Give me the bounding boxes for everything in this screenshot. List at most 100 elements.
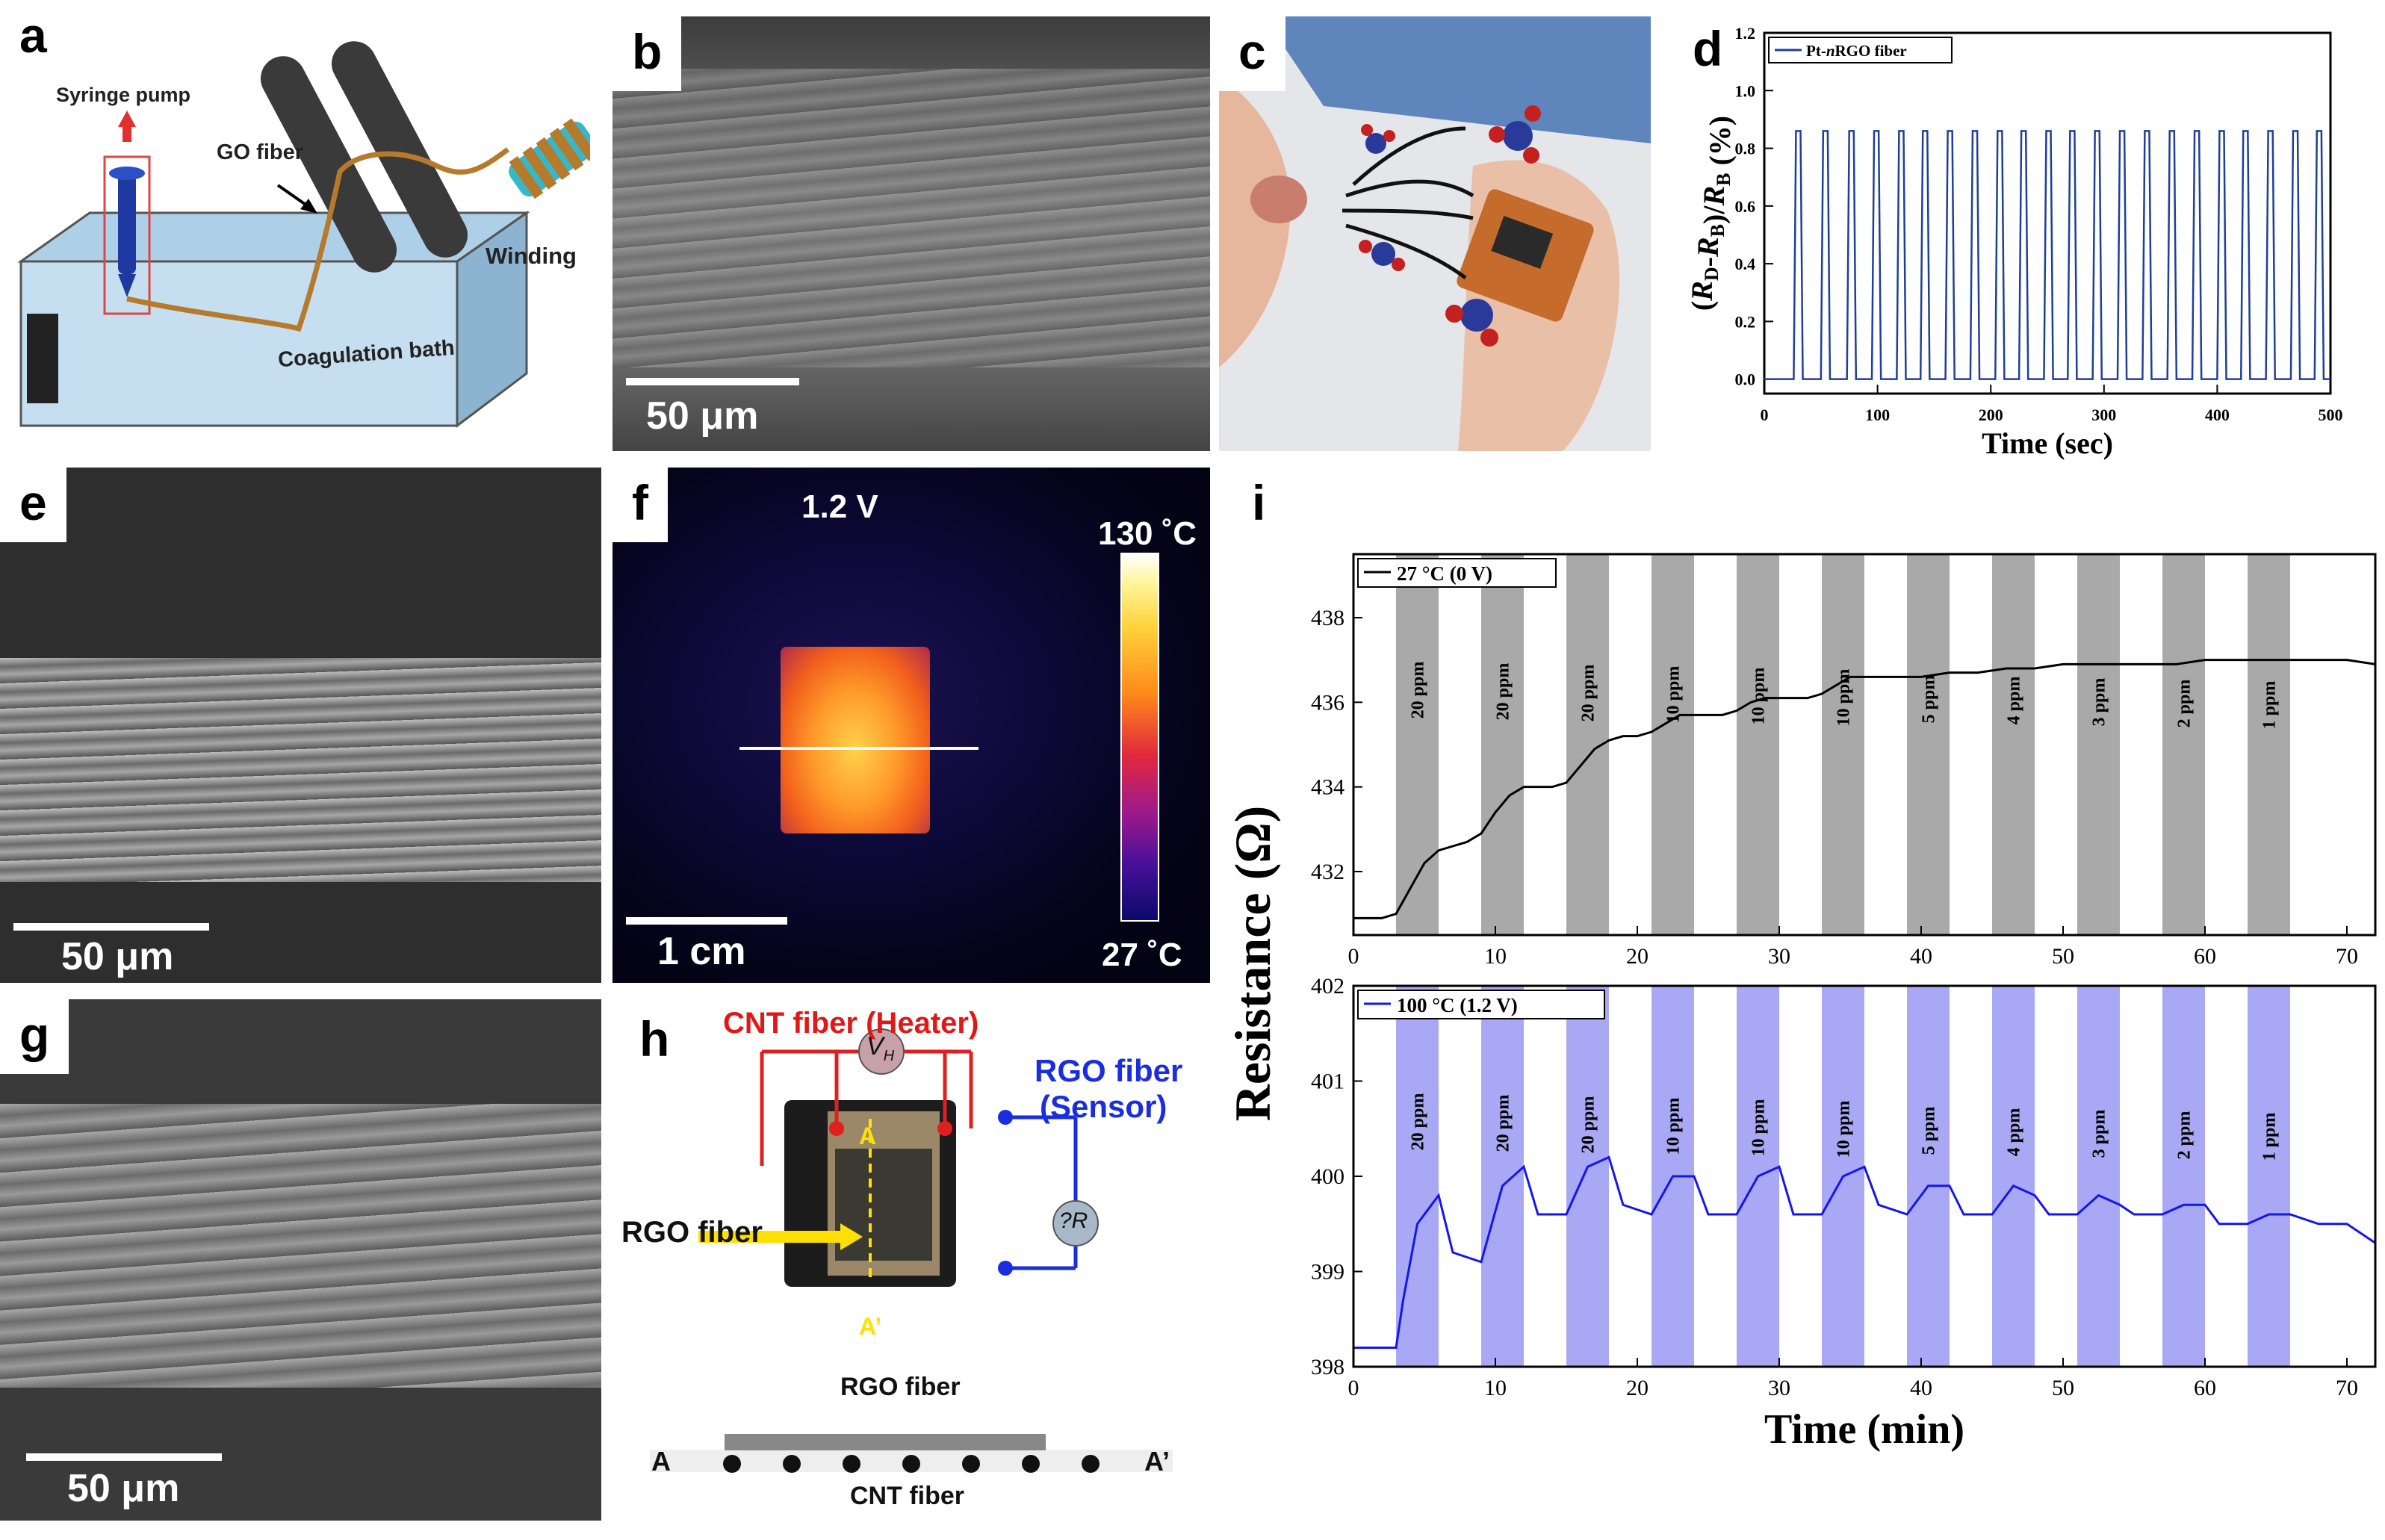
sem-fiber-image	[0, 1104, 601, 1388]
sensor-label-line2: (Sensor)	[1040, 1089, 1167, 1124]
sensor-device-schematic	[650, 1028, 1173, 1473]
x-tick-label: 40	[1910, 944, 1932, 969]
voltage-label: 1.2 V	[801, 488, 878, 525]
x-tick-label: 200	[1979, 406, 2003, 424]
exposure-band	[1396, 554, 1439, 935]
heater-label: CNT fiber (Heater)	[723, 1007, 979, 1040]
y-tick-label: 402	[1311, 974, 1345, 999]
x-tick-label: 500	[2319, 406, 2343, 424]
rgo-bar-label: RGO fiber	[840, 1373, 961, 1401]
y-tick-label: 436	[1311, 690, 1345, 715]
legend-label: Pt-nRGO fiber	[1806, 42, 1907, 60]
wet-spinning-schematic	[17, 41, 590, 429]
exposure-band	[1907, 554, 1950, 935]
band-label: 20 ppm	[1579, 665, 1598, 722]
band-label: 10 ppm	[1749, 668, 1769, 725]
exposure-band	[1737, 554, 1779, 935]
cross-section-right: A’	[1144, 1446, 1170, 1477]
temp-min-label: 27 ˚C	[1102, 937, 1182, 973]
y-tick-label: 0.6	[1735, 197, 1756, 216]
panel-c: c	[1219, 16, 1651, 451]
scale-bar	[626, 378, 799, 385]
panel-h: h CNT fiber (Heater) VH RGO fiber (Senso…	[612, 999, 1210, 1521]
y-axis-label: Resistance (Ω)	[1225, 806, 1281, 1122]
plot-frame	[1352, 553, 2377, 937]
exposure-band	[1992, 986, 2035, 1367]
y-axis-label: (RD-RB)/RB (%)	[1685, 116, 1737, 311]
chart-d: 0 100 200 300 400 500 0.0 0.2 0.4 0.6 0.8 1.0 1.2 Pt-…	[1685, 24, 2343, 460]
scale-bar	[26, 1453, 222, 1461]
panel-i: 20 ppm 20 ppm 20 ppm 10 ppm 10 ppm 10 ppm 5 pp…	[1225, 478, 2385, 1540]
delta-r-label: ?R	[1059, 1208, 1088, 1233]
exposure-band	[1651, 554, 1694, 935]
band-label: 20 ppm	[1579, 1096, 1598, 1154]
panel-label-h: h	[612, 999, 697, 1078]
band-label: 4 ppm	[2005, 1108, 2024, 1157]
vh-subscript: H	[883, 1047, 895, 1064]
x-tick-label: 400	[2205, 406, 2230, 424]
chart-i: 20 ppm 20 ppm 20 ppm 10 ppm 10 ppm 10 ppm 5 pp…	[1225, 553, 2377, 1453]
band-label: 10 ppm	[1664, 666, 1684, 724]
panel-label-e: e	[0, 468, 66, 542]
line-profile	[739, 747, 978, 750]
exposure-band	[2162, 986, 2205, 1367]
y-tick-label: 434	[1311, 775, 1345, 800]
panel-label-f: f	[612, 468, 668, 542]
exposure-band	[2248, 554, 2290, 935]
exposure-band	[2077, 986, 2120, 1367]
series-line-pt-nrgo	[1764, 130, 2330, 380]
scale-bar	[626, 917, 787, 925]
breath-test-photo	[1219, 16, 1651, 451]
y-tick-label: 432	[1311, 860, 1345, 884]
x-tick-label: 300	[2091, 406, 2116, 424]
y-tick-label: 438	[1311, 606, 1345, 630]
section-mark-top: A	[859, 1123, 877, 1149]
series-line	[1353, 659, 2376, 919]
band-label: 4 ppm	[2005, 677, 2024, 725]
band-label: 20 ppm	[1494, 1095, 1513, 1152]
x-axis-label: Time (sec)	[1982, 426, 2113, 460]
panel-label-a: a	[0, 0, 66, 75]
x-tick-label: 10	[1484, 944, 1507, 969]
exposure-band	[1822, 554, 1864, 935]
scale-bar-label: 50 μm	[61, 935, 174, 978]
sem-fiber-image	[612, 69, 1210, 367]
heater-voltage-label: VH	[866, 1032, 894, 1065]
sensor-label-line1: RGO fiber	[1035, 1053, 1183, 1088]
x-tick-label: 0	[1348, 944, 1359, 969]
panel-label-c: c	[1219, 16, 1285, 91]
exposure-band	[2162, 554, 2205, 935]
vh-symbol: V	[866, 1032, 884, 1061]
legend-box	[1357, 558, 1557, 588]
panel-b: b 50 μm	[612, 16, 1210, 451]
x-tick-label: 0	[1761, 406, 1769, 424]
band-label: 5 ppm	[1920, 1107, 1939, 1155]
x-tick-label: 50	[2052, 944, 2074, 969]
thermal-hotspot	[781, 647, 930, 833]
x-tick-label: 20	[1626, 1376, 1649, 1400]
panel-a: a Syringe pump GO fiber Winding Coagulat…	[0, 0, 590, 451]
band-label: 10 ppm	[1749, 1099, 1769, 1157]
band-label: 3 ppm	[2090, 1110, 2109, 1158]
y-tick-label: 0.4	[1735, 255, 1756, 273]
y-tick-label: 1.2	[1735, 24, 1756, 43]
panel-d: 0 100 200 300 400 500 0.0 0.2 0.4 0.6 0.8 1.0 1.2 Pt-…	[1660, 16, 2385, 465]
panel-f: f 1.2 V 130 ˚C 27 ˚C 1 cm	[612, 468, 1210, 983]
band-label: 3 ppm	[2090, 678, 2109, 727]
legend-label: 27 °C (0 V)	[1397, 562, 1492, 585]
color-scale-bar	[1120, 553, 1159, 922]
x-tick-label: 40	[1910, 1376, 1932, 1400]
exposure-band	[1992, 554, 2035, 935]
x-tick-label: 30	[1768, 944, 1790, 969]
x-tick-label: 50	[2052, 1376, 2074, 1400]
band-label: 20 ppm	[1409, 1093, 1428, 1151]
cross-section-left: A	[651, 1446, 671, 1477]
band-label: 10 ppm	[1664, 1098, 1684, 1155]
y-tick-label: 400	[1311, 1164, 1345, 1189]
exposure-band	[1481, 986, 1524, 1367]
legend-box	[1357, 990, 1605, 1019]
exposure-band	[1481, 554, 1524, 935]
y-tick-label: 0.2	[1735, 312, 1756, 331]
temp-max-label: 130 ˚C	[1098, 515, 1197, 552]
syringe-pump-label: Syringe pump	[56, 84, 191, 106]
